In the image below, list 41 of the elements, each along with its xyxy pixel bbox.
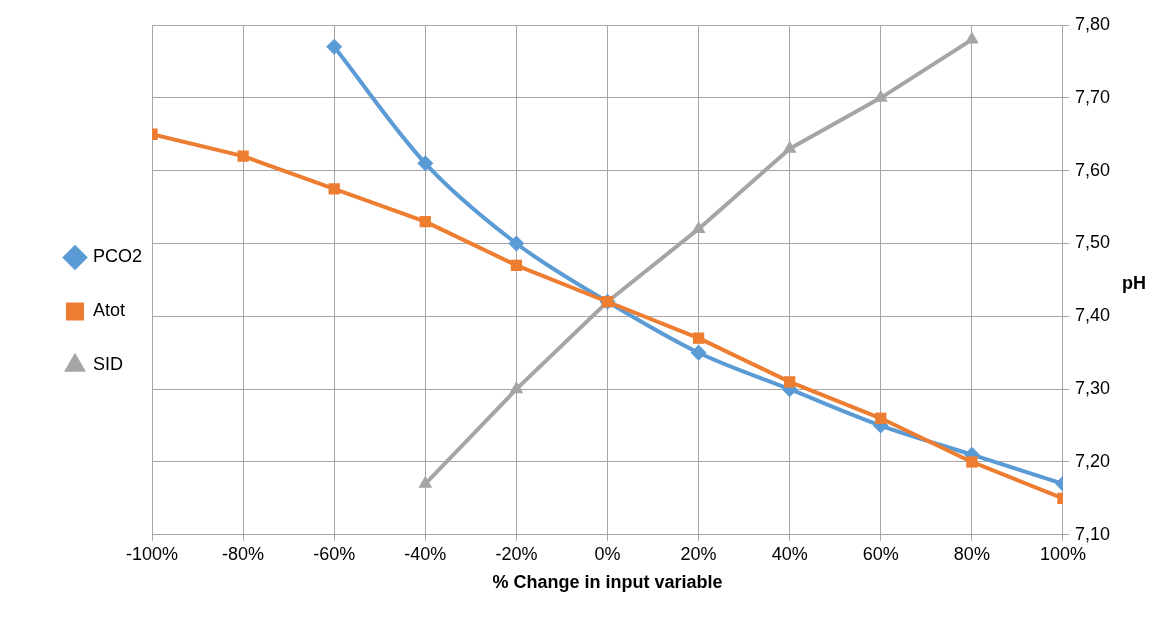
- x-tick-label: -20%: [495, 543, 538, 564]
- point: [417, 155, 434, 172]
- point: [690, 344, 707, 361]
- legend-label: Atot: [93, 300, 126, 321]
- x-tick-label: -100%: [126, 543, 179, 564]
- x-tick-label: 20%: [680, 543, 717, 564]
- point: [509, 381, 524, 394]
- point: [782, 140, 797, 153]
- point: [328, 183, 340, 195]
- y-axis-title: pH: [1122, 272, 1146, 293]
- point: [508, 235, 525, 252]
- point: [784, 376, 796, 388]
- y-tick-label: 7,70: [1074, 86, 1111, 107]
- point: [326, 38, 343, 55]
- x-tick-label: 40%: [771, 543, 808, 564]
- point: [966, 456, 978, 468]
- x-tick-label: 0%: [594, 543, 621, 564]
- x-tick-label: -60%: [313, 543, 356, 564]
- y-tick-label: 7,40: [1074, 305, 1111, 326]
- y-tick-label: 7,50: [1074, 232, 1111, 253]
- x-axis-title: % Change in input variable: [492, 572, 723, 593]
- x-tick-label: 80%: [953, 543, 990, 564]
- x-tick-label: -40%: [404, 543, 447, 564]
- x-tick-label: -80%: [222, 543, 265, 564]
- legend-label: PCO2: [93, 246, 143, 267]
- y-tick-label: 7,80: [1074, 13, 1111, 34]
- point: [875, 412, 887, 424]
- point: [692, 332, 705, 344]
- x-tick-label: 100%: [1039, 543, 1086, 564]
- y-tick-label: 7,60: [1074, 159, 1111, 180]
- point: [510, 259, 523, 271]
- point: [237, 150, 249, 162]
- point: [873, 89, 888, 102]
- point: [964, 31, 979, 44]
- point: [691, 220, 706, 233]
- y-tick-label: 7,30: [1074, 378, 1111, 399]
- legend-label: SID: [93, 354, 124, 375]
- point: [419, 215, 431, 228]
- x-tick-label: 60%: [862, 543, 899, 564]
- y-tick-label: 7,10: [1074, 523, 1111, 544]
- y-tick-label: 7,20: [1074, 450, 1111, 471]
